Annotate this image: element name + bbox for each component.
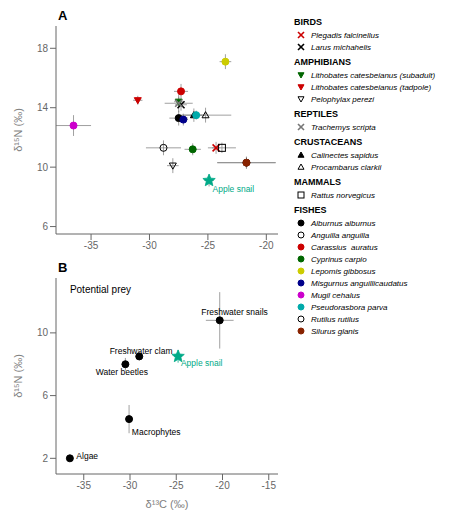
svg-text:10: 10 xyxy=(37,162,49,173)
svg-text:Pelophylax perezi: Pelophylax perezi xyxy=(311,95,374,104)
svg-text:Silurus glanis: Silurus glanis xyxy=(311,327,359,336)
svg-text:Apple snail: Apple snail xyxy=(181,358,223,368)
svg-text:BIRDS: BIRDS xyxy=(294,17,322,27)
svg-text:Rattus norvegicus: Rattus norvegicus xyxy=(311,191,375,200)
svg-text:Water beetles: Water beetles xyxy=(96,367,148,377)
svg-text:δ¹⁵N (‰): δ¹⁵N (‰) xyxy=(12,108,24,152)
svg-text:Apple snail: Apple snail xyxy=(213,184,255,194)
svg-text:MAMMALS: MAMMALS xyxy=(294,177,341,187)
svg-text:REPTILES: REPTILES xyxy=(294,109,338,119)
svg-text:Lithobates catesbeianus (subad: Lithobates catesbeianus (subadult) xyxy=(311,71,435,80)
svg-text:Pseudorasbora parva: Pseudorasbora parva xyxy=(311,303,388,312)
svg-text:AMPHIBIANS: AMPHIBIANS xyxy=(294,57,351,67)
svg-text:Procambarus clarkii: Procambarus clarkii xyxy=(311,163,381,172)
html-text:A: A xyxy=(58,8,68,23)
svg-text:-35: -35 xyxy=(77,480,92,491)
svg-text:-30: -30 xyxy=(123,480,138,491)
svg-text:-20: -20 xyxy=(259,240,274,251)
svg-text:-30: -30 xyxy=(142,240,157,251)
svg-text:Mugil cehalus: Mugil cehalus xyxy=(311,291,360,300)
svg-text:10: 10 xyxy=(37,327,49,338)
svg-text:14: 14 xyxy=(37,102,49,113)
svg-text:Plegadis falcinellus: Plegadis falcinellus xyxy=(311,31,379,40)
svg-text:6: 6 xyxy=(42,390,48,401)
svg-text:Misgurnus anguillicaudatus: Misgurnus anguillicaudatus xyxy=(311,279,408,288)
svg-text:Lepomis gibbosus: Lepomis gibbosus xyxy=(311,267,375,276)
svg-text:Freshwater snails: Freshwater snails xyxy=(201,307,268,317)
svg-text:Potential prey: Potential prey xyxy=(70,284,131,295)
svg-text:FISHES: FISHES xyxy=(294,205,327,215)
svg-text:Anguilla anguilla: Anguilla anguilla xyxy=(310,231,370,240)
svg-text:-25: -25 xyxy=(201,240,216,251)
svg-text:6: 6 xyxy=(42,221,48,232)
svg-text:Algae: Algae xyxy=(76,451,98,461)
svg-text:Trachemys scripta: Trachemys scripta xyxy=(311,123,376,132)
svg-text:Carassius auratus: Carassius auratus xyxy=(311,243,378,252)
svg-text:-15: -15 xyxy=(262,480,277,491)
svg-text:2: 2 xyxy=(42,453,48,464)
svg-text:Freshwater clam: Freshwater clam xyxy=(110,346,173,356)
svg-text:Cyprinus carpio: Cyprinus carpio xyxy=(311,255,367,264)
svg-text:Alburnus alburnus: Alburnus alburnus xyxy=(310,219,375,228)
svg-text:-20: -20 xyxy=(215,480,230,491)
svg-text:-35: -35 xyxy=(84,240,99,251)
svg-text:Rutilus rutilus: Rutilus rutilus xyxy=(311,315,359,324)
svg-text:18: 18 xyxy=(37,43,49,54)
svg-text:δ¹⁵N (‰): δ¹⁵N (‰) xyxy=(12,354,24,398)
svg-text:δ¹³C (‰): δ¹³C (‰) xyxy=(146,498,189,510)
svg-text:-25: -25 xyxy=(169,480,184,491)
svg-text:Lithobates catesbeianus (tadpo: Lithobates catesbeianus (tadpole) xyxy=(311,83,431,92)
html-text:B: B xyxy=(58,260,68,275)
svg-text:Larus michahelis: Larus michahelis xyxy=(311,43,371,52)
svg-text:Calinectes sapidus: Calinectes sapidus xyxy=(311,151,378,160)
svg-text:CRUSTACEANS: CRUSTACEANS xyxy=(294,137,362,147)
svg-text:Macrophytes: Macrophytes xyxy=(132,427,181,437)
